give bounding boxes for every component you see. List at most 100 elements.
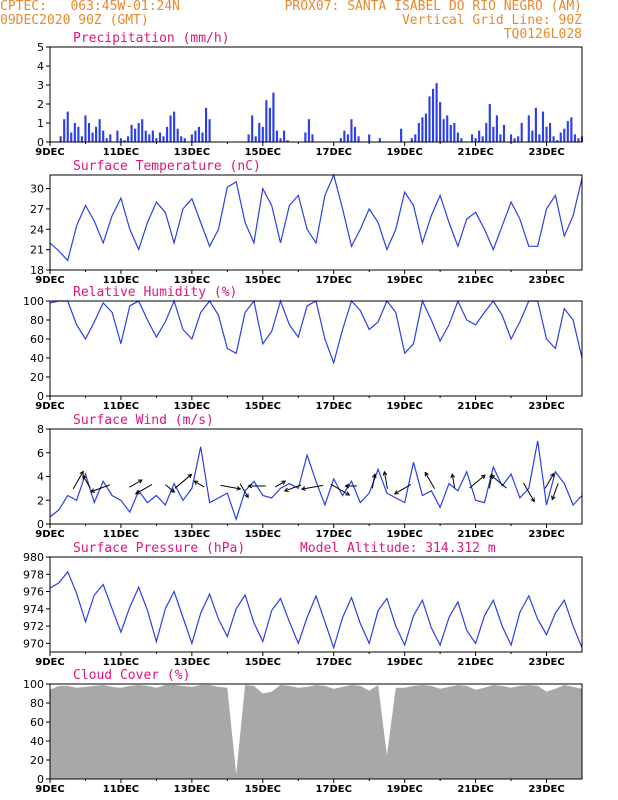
x-tick-label: 13DEC [174,401,210,412]
precip-bar [478,130,481,142]
precip-bar [279,138,282,142]
wind-arrow [330,483,351,496]
panel-title: Cloud Cover (%) [73,668,190,683]
wind-arrow-head [490,474,496,480]
precip-bar [502,124,506,142]
precip-bar [80,136,83,142]
wind-arrow-head [244,493,249,499]
y-tick-label: 6 [37,447,44,460]
precip-bar [545,126,548,142]
wind-arrow [72,470,84,490]
x-tick-label: 15DEC [245,784,281,795]
wind-arrow-head [424,471,429,477]
panel-title: Surface Temperature (nC) [73,159,261,174]
plot-frame [49,556,583,653]
x-tick-label: 13DEC [174,147,210,158]
x-tick-label: 21DEC [457,147,493,158]
wind-arrow [220,484,242,491]
precip-bar [268,107,271,142]
precip-bar [577,138,580,142]
wind-arrow-head [371,473,377,479]
y-tick-label: 2 [37,494,44,507]
cloud-cover-area [50,685,582,779]
wind-arrow [450,473,456,489]
y-tick-label: 5 [37,41,44,54]
x-tick-label: 19DEC [386,401,422,412]
wind-arrow-shaft [284,484,302,492]
x-tick-label: 17DEC [316,657,352,668]
precip-bar [95,126,98,142]
precip-bar [559,132,562,142]
x-tick-label: 13DEC [174,275,210,286]
wind-arrow [129,479,143,488]
wind-arrow-head [300,486,306,491]
precip-bar [204,107,208,142]
plot-frame [49,300,583,397]
x-tick-label: 21DEC [457,275,493,286]
precip-bar [197,126,201,142]
precip-bar [130,124,133,142]
precip-bar [368,134,371,142]
x-tick-label: 15DEC [245,529,281,540]
run-date: 09DEC2020 90Z (GMT) [0,13,149,28]
precip-bar [527,115,530,142]
x-tick-label: 23DEC [528,657,564,668]
x-tick-label: 13DEC [174,784,210,795]
y-tick-label: 100 [23,678,44,691]
precip-bar [165,126,169,142]
station-coordinates: CPTEC: 063:45W-01:24N [0,0,181,14]
precip-bar [66,111,69,142]
wind-arrow [239,483,249,499]
x-tick-label: 19DEC [386,275,422,286]
wind-arrow-head [79,470,84,476]
wind-arrow-shaft [129,479,143,488]
precip-bar [495,115,498,142]
precip-bar [400,128,403,142]
wind-arrow-shaft [394,484,412,495]
plot-frame [49,46,583,143]
y-tick-label: 1 [37,117,44,130]
precip-bar [417,123,420,142]
wind-arrow-shaft [383,471,388,489]
precip-bar [460,138,463,142]
precip-bar [105,138,108,142]
precip-bar [275,130,279,142]
precip-bar [470,134,474,142]
precip-bar [158,132,162,142]
precip-bar [435,83,438,142]
x-tick-label: 11DEC [103,147,139,158]
precip-bar [485,123,488,142]
precip-bar [247,134,250,142]
y-tick-label: 40 [30,352,44,365]
wind-arrow-head [170,488,176,493]
wind-arrow-shaft [82,475,91,489]
precip-bar [534,107,537,142]
wind-arrow-head [236,486,242,491]
wind-arrow-head [187,473,193,479]
x-tick-label: 15DEC [245,657,281,668]
precip-bar [339,138,342,142]
x-tick-label: 23DEC [528,784,564,795]
precip-bar [63,119,66,142]
y-tick-label: 0 [37,390,44,403]
precip-bar [538,134,541,142]
wind-arrow-shaft [301,484,324,490]
x-tick-label: 21DEC [457,529,493,540]
x-tick-label: 17DEC [316,275,352,286]
x-tick-label: 17DEC [316,401,352,412]
precip-bar [183,138,186,142]
wind-arrow-shaft [174,474,192,489]
precip-bar [109,134,112,142]
x-tick-label: 9DEC [35,529,64,540]
x-tick-label: 15DEC [245,275,281,286]
precip-bar [148,134,151,142]
precip-bar [446,115,449,142]
wind-arrow-shaft [371,474,376,489]
precip-bar [91,132,94,142]
precip-bar [343,130,346,142]
precip-bar [98,119,101,142]
wind-arrow-head [480,474,486,480]
precip-bar [541,111,545,142]
wind-arrow-shaft [275,480,286,488]
